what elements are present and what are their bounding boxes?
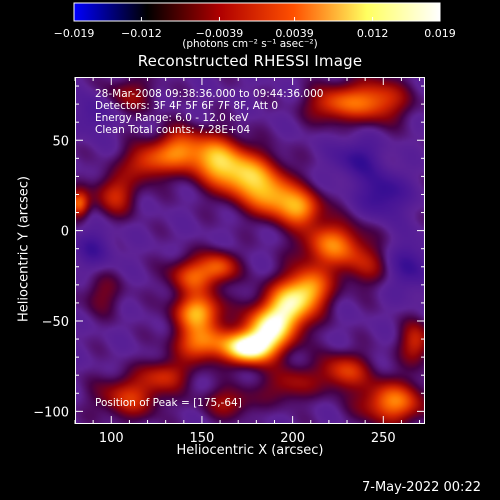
colorbar-tick-label: 0.0039: [275, 27, 314, 40]
colorbar-tick-label: −0.012: [121, 27, 162, 40]
colorbar-units-label: (photons cm⁻² s⁻¹ asec⁻²): [182, 38, 318, 50]
y-tick-label: −100: [33, 405, 69, 420]
energy-range-annotation: Energy Range: 6.0 - 12.0 keV: [95, 112, 249, 124]
x-tick-label: 100: [99, 431, 124, 446]
x-tick-label: 250: [371, 431, 396, 446]
x-tick-label: 200: [280, 431, 305, 446]
x-tick-label: 150: [190, 431, 215, 446]
colorbar: [73, 2, 441, 22]
detectors-annotation: Detectors: 3F 4F 5F 6F 7F 8F, Att 0: [95, 100, 279, 112]
colorbar-tick-label: 0.012: [356, 27, 389, 40]
colorbar-tick-label: −0.0039: [195, 27, 244, 40]
colorbar-tickmarks: [73, 17, 441, 21]
colorbar-strip: [73, 2, 441, 22]
y-tick-label: 50: [52, 134, 69, 149]
total-counts-annotation: Clean Total counts: 7.28E+04: [95, 124, 251, 136]
x-axis-label: Heliocentric X (arcsec): [176, 443, 324, 458]
colorbar-tick-label: 0.019: [424, 27, 456, 40]
peak-position-annotation: Position of Peak = [175,-64]: [95, 397, 242, 409]
time-range-annotation: 28-Mar-2008 09:38:36.000 to 09:44:36.000: [95, 88, 324, 100]
y-tick-label: −50: [42, 315, 69, 330]
heatmap-image: [75, 77, 425, 424]
colorbar-tick-label: −0.019: [53, 27, 95, 40]
y-axis-label: Heliocentric Y (arcsec): [16, 176, 32, 322]
chart-title: Reconstructed RHESSI Image: [137, 52, 363, 70]
y-tick-label: 0: [61, 225, 69, 240]
footer-date: 7-May-2022 00:22: [362, 480, 481, 495]
